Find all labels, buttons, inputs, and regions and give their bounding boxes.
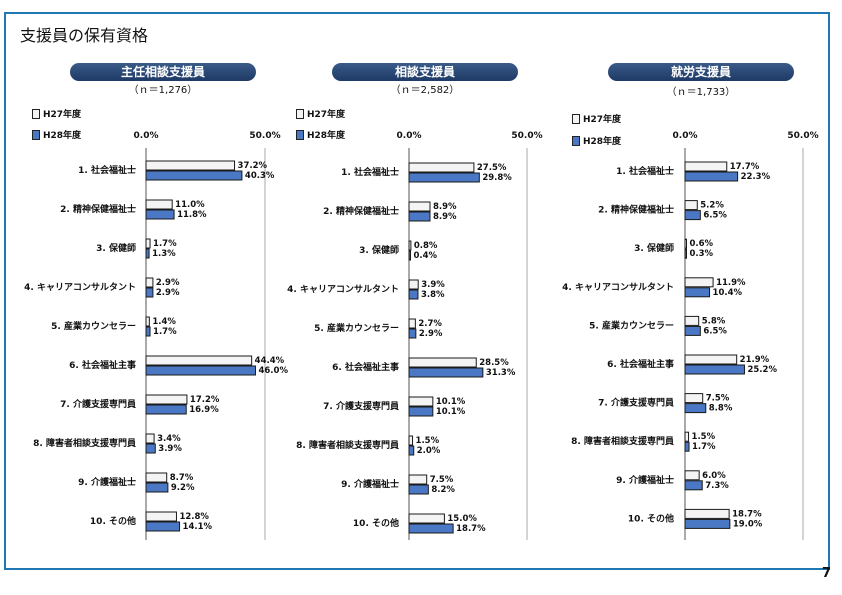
chart3-legend-label-h27: H27年度 — [583, 115, 622, 125]
slide-title: 支援員の保有資格 — [20, 26, 149, 45]
slide-frame — [4, 12, 830, 570]
chart2-legend-h28: H28年度 — [296, 128, 345, 141]
chart1-sample-size: （ｎ＝1,276） — [128, 85, 198, 96]
chart3-legend-h27: H27年度 — [572, 112, 621, 125]
chart1-legend-h28: H28年度 — [32, 128, 81, 141]
chart2-legend-h27: H27年度 — [296, 107, 345, 120]
chart2-legend-swatch-h27 — [296, 108, 304, 119]
chart2-legend-swatch-h28 — [296, 129, 304, 140]
chart1-legend-label-h27: H27年度 — [43, 110, 82, 120]
page-number: 7 — [822, 566, 832, 581]
chart1-title-banner: 主任相談支援員 — [70, 63, 256, 81]
chart2-legend-label-h27: H27年度 — [307, 110, 346, 120]
chart3-legend-swatch-h28 — [572, 135, 580, 146]
chart3-legend-label-h28: H28年度 — [583, 137, 622, 147]
chart2-title-banner: 相談支援員 — [332, 63, 518, 81]
chart3-legend-swatch-h27 — [572, 113, 580, 124]
chart1-legend-swatch-h27 — [32, 108, 40, 119]
chart3-legend-h28: H28年度 — [572, 134, 621, 147]
chart3-sample-size: （ｎ＝1,733） — [666, 87, 736, 98]
chart1-legend-label-h28: H28年度 — [43, 131, 82, 141]
chart1-legend-swatch-h28 — [32, 129, 40, 140]
chart2-legend-label-h28: H28年度 — [307, 131, 346, 141]
chart2-sample-size: （ｎ＝2,582） — [390, 85, 460, 96]
chart1-legend-h27: H27年度 — [32, 107, 81, 120]
chart3-title-banner: 就労支援員 — [608, 63, 794, 81]
